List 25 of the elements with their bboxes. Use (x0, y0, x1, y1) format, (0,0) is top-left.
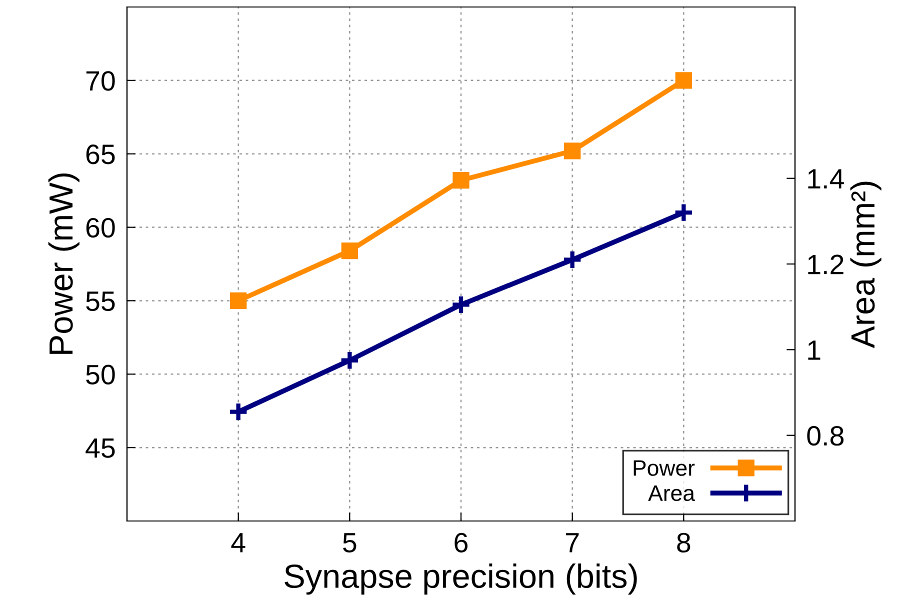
x-tick-label: 6 (454, 532, 468, 553)
x-tick-label: 7 (566, 533, 579, 552)
y2-tick-label: 1.4 (808, 169, 844, 188)
point (230, 292, 247, 310)
legend-label: Power (634, 460, 695, 476)
y2-tick-label: 0.8 (807, 426, 844, 446)
y2-tick-label: 1.2 (808, 254, 844, 274)
point (341, 242, 358, 260)
legend-label: Area (648, 486, 695, 502)
point (564, 142, 581, 160)
y2-axis-title: Area (mm²) (850, 182, 882, 348)
y-tick-label: 55 (86, 292, 115, 312)
x-tick-label: 8 (677, 532, 690, 553)
x-tick-label: 4 (231, 533, 246, 552)
y-tick-label: 50 (86, 364, 115, 384)
y2-tick-label: 1 (808, 340, 820, 360)
y-tick-label: 65 (86, 144, 115, 164)
y-tick-label: 45 (86, 438, 115, 458)
y-tick-label: 60 (86, 218, 115, 238)
x-tick-label: 5 (343, 533, 356, 553)
x-axis-title: Synapse precision (bits) (284, 564, 637, 595)
point (452, 172, 470, 189)
y-tick-label: 70 (86, 71, 115, 91)
y-axis-title: Power (mW) (48, 173, 80, 354)
point (675, 72, 692, 89)
